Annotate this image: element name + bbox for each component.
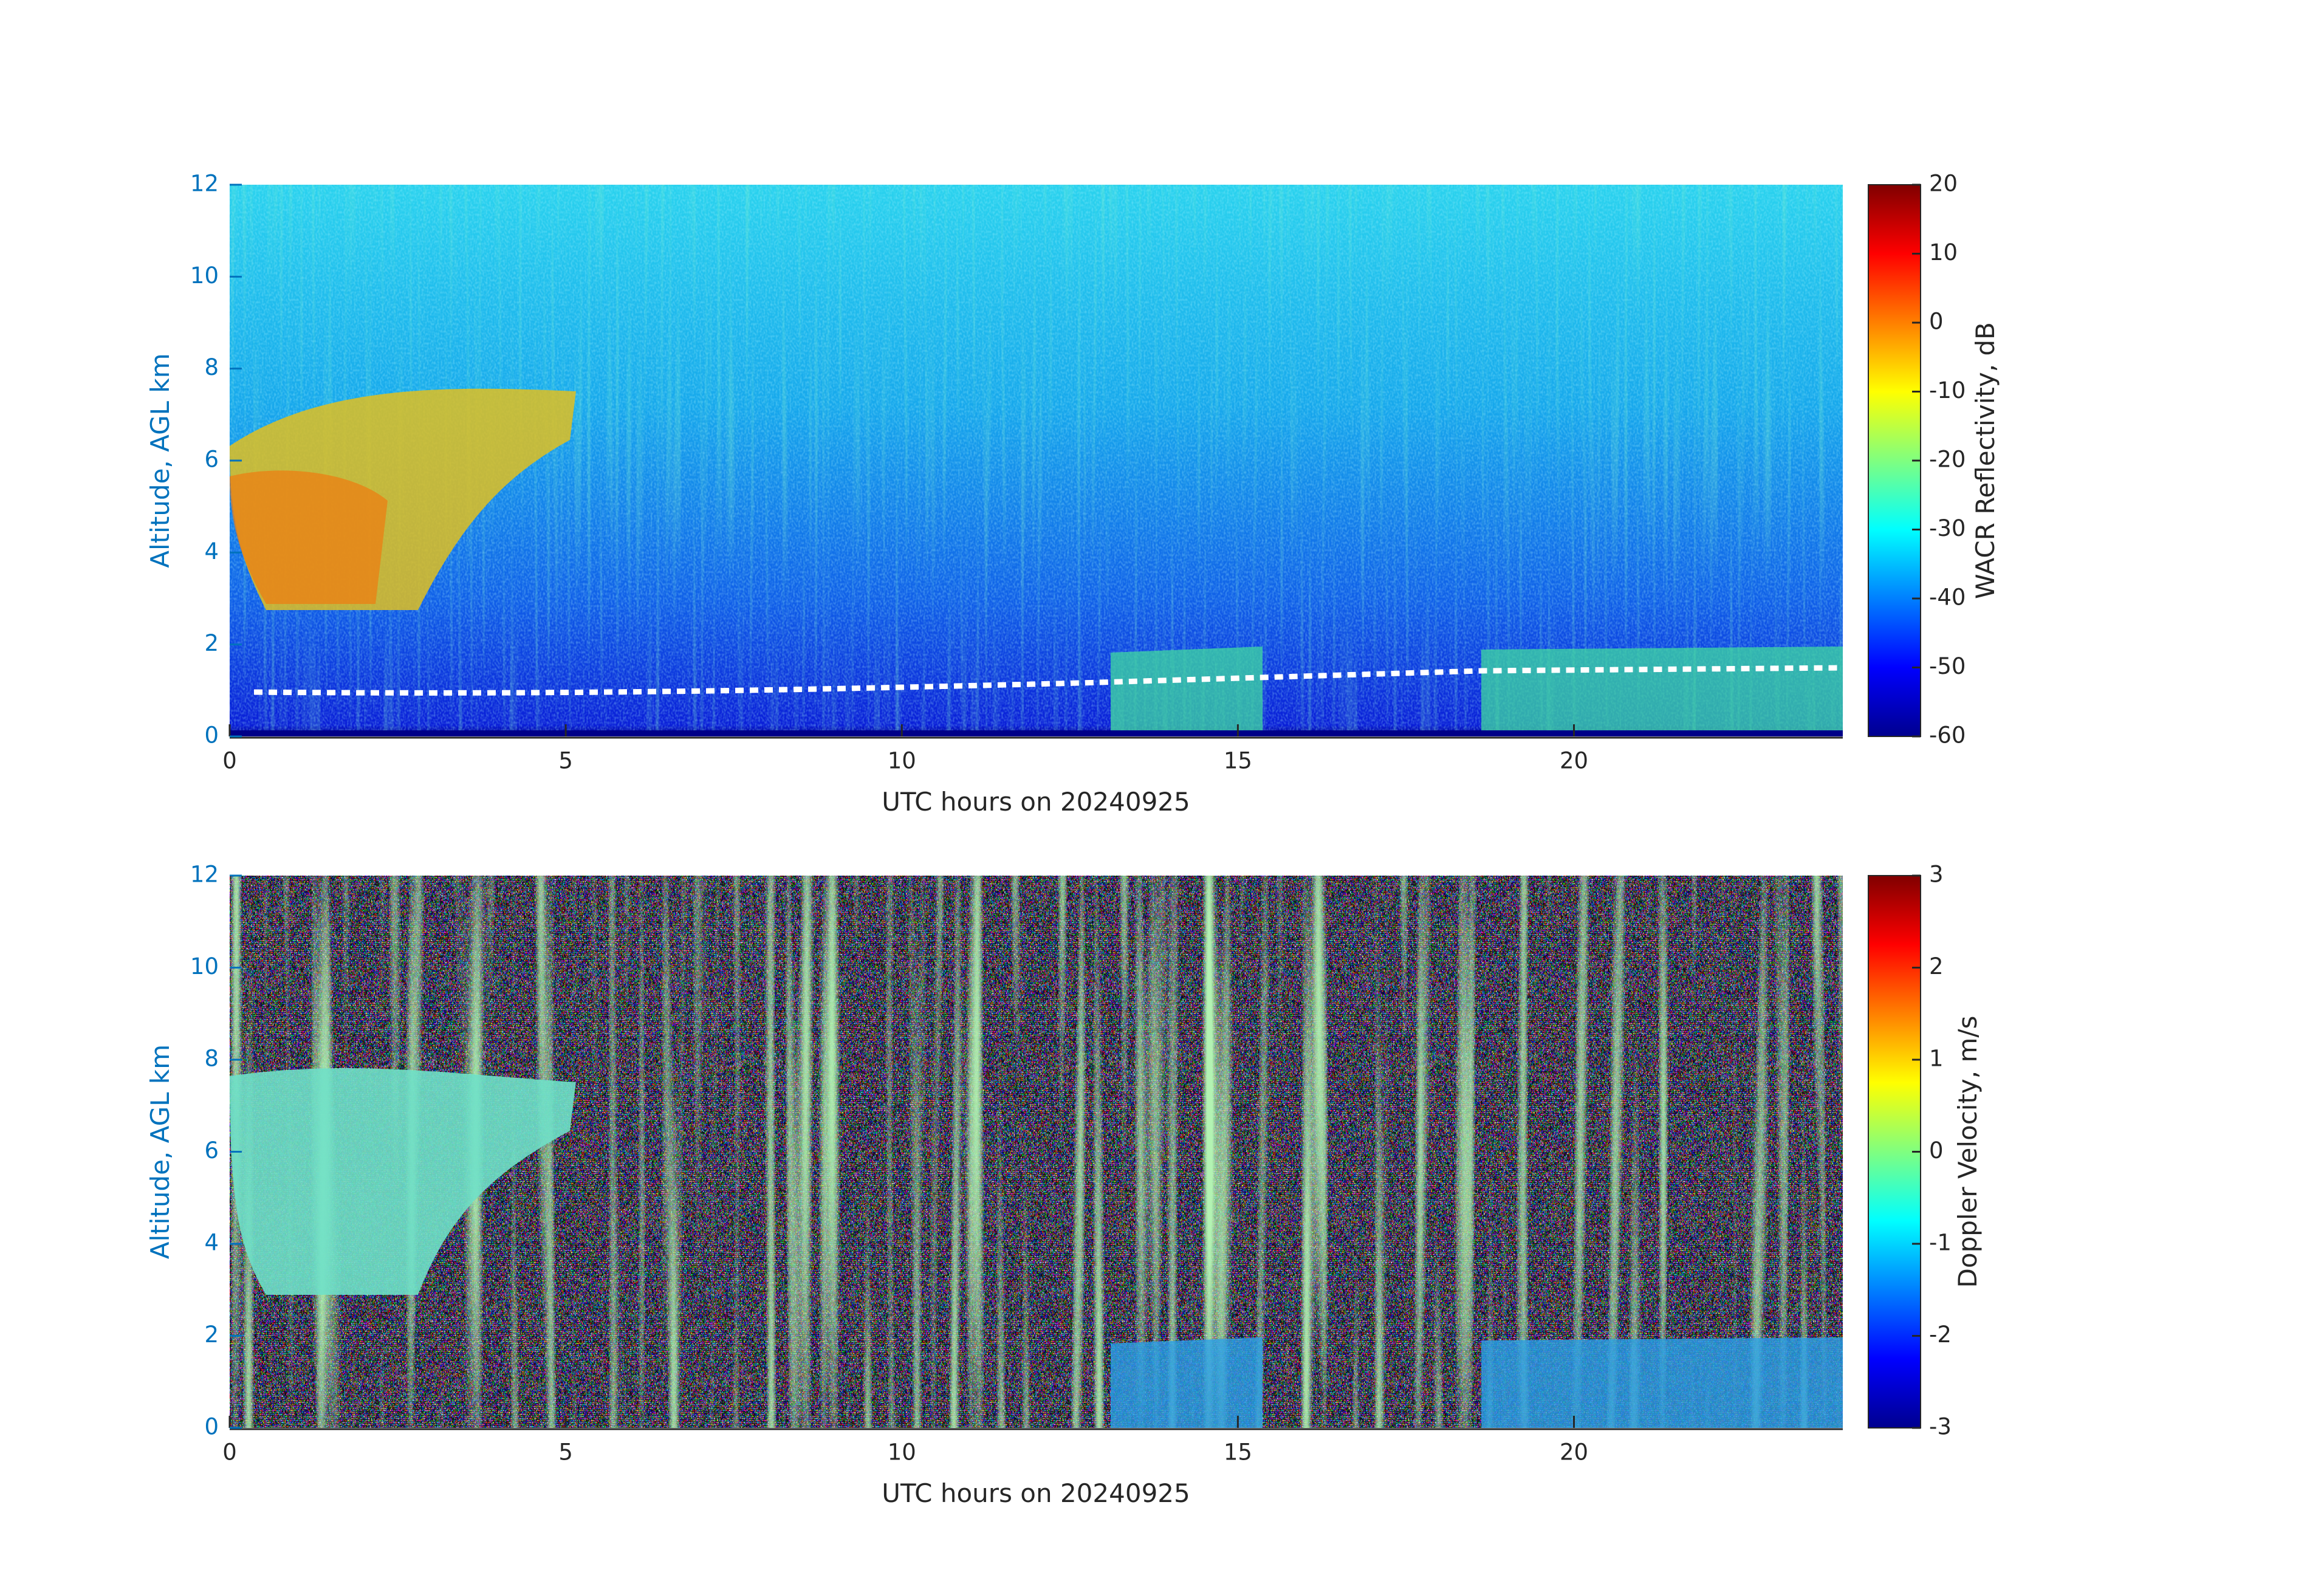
colorbar-tick-label: 2 (1929, 953, 1944, 979)
y-tick-label: 0 (204, 1414, 219, 1440)
colorbar-label: Doppler Velocity, m/s (1953, 1016, 1983, 1288)
cloud-region (230, 1068, 576, 1295)
x-tick-label: 10 (888, 1439, 916, 1466)
x-tick-label: 15 (1224, 748, 1252, 774)
colorbar-tick-label: -1 (1929, 1230, 1952, 1256)
y-tick-label: 2 (204, 1322, 219, 1348)
x-axis-label: UTC hours on 20240925 (882, 1478, 1190, 1508)
y-tick-label: 6 (204, 447, 219, 473)
colorbar-tick-label: 3 (1929, 862, 1944, 888)
colorbar-tick-label: 0 (1929, 1137, 1944, 1164)
colorbar (1868, 184, 1921, 737)
colorbar-tick-label: -2 (1929, 1322, 1952, 1348)
y-tick-label: 10 (190, 262, 219, 289)
colorbar-tick-label: 0 (1929, 309, 1944, 335)
colorbar-tick-label: -60 (1929, 722, 1966, 749)
y-tick-label: 8 (204, 1046, 219, 1072)
colorbar-tick-label: 10 (1929, 239, 1958, 266)
cloud-base-line (253, 665, 1843, 696)
x-tick-label: 15 (1224, 1439, 1252, 1466)
y-tick-label: 12 (190, 171, 219, 197)
x-tick-label: 10 (888, 748, 916, 774)
x-tick-label: 5 (558, 748, 573, 774)
colorbar-label: WACR Reflectivity, dB (1970, 322, 2000, 599)
y-tick-label: 8 (204, 354, 219, 380)
x-axis-label: UTC hours on 20240925 (882, 787, 1190, 817)
colorbar-tick-label: -10 (1929, 377, 1966, 403)
heatmap-image (230, 185, 1843, 736)
colorbar-tick-label: -20 (1929, 447, 1966, 473)
colorbar-tick-label: 20 (1929, 171, 1958, 197)
cloud-core (230, 470, 388, 604)
colorbar-tick-label: -3 (1929, 1414, 1952, 1440)
y-axis-label: Altitude, AGL km (145, 1044, 175, 1259)
y-tick-label: 2 (204, 630, 219, 656)
colorbar-tick-label: -30 (1929, 515, 1966, 541)
colorbar (1868, 875, 1921, 1429)
y-tick-label: 4 (204, 1230, 219, 1256)
y-axis-label: Altitude, AGL km (145, 353, 175, 568)
colorbar-tick-label: -40 (1929, 585, 1966, 611)
y-tick-label: 10 (190, 953, 219, 979)
low-cloud (1111, 1337, 1843, 1428)
x-tick-label: 20 (1560, 748, 1588, 774)
colorbar-tick-label: 1 (1929, 1046, 1944, 1072)
y-tick-label: 6 (204, 1137, 219, 1164)
heatmap-image (230, 876, 1843, 1428)
x-tick-label: 0 (222, 1439, 237, 1466)
x-tick-label: 5 (558, 1439, 573, 1466)
surface-band (230, 730, 1843, 736)
x-tick-label: 0 (222, 748, 237, 774)
y-tick-label: 4 (204, 538, 219, 564)
y-tick-label: 12 (190, 862, 219, 888)
x-tick-label: 20 (1560, 1439, 1588, 1466)
y-tick-label: 0 (204, 722, 219, 749)
colorbar-tick-label: -50 (1929, 653, 1966, 679)
